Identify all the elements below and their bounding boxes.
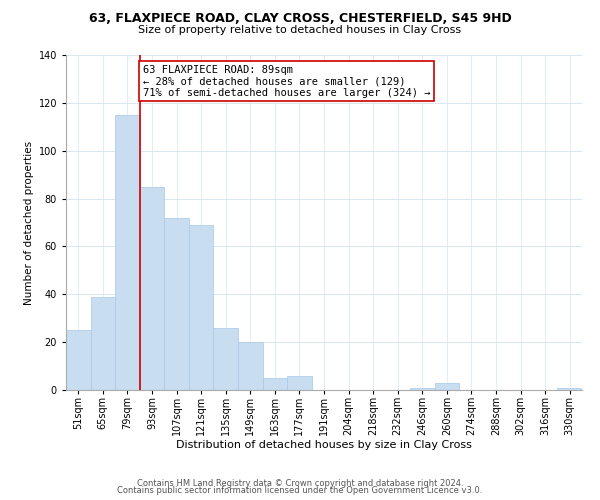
Bar — [238, 342, 263, 390]
Text: 63 FLAXPIECE ROAD: 89sqm
← 28% of detached houses are smaller (129)
71% of semi-: 63 FLAXPIECE ROAD: 89sqm ← 28% of detach… — [143, 64, 430, 98]
Bar — [263, 378, 287, 390]
Bar — [91, 296, 115, 390]
Y-axis label: Number of detached properties: Number of detached properties — [25, 140, 34, 304]
Bar — [410, 388, 434, 390]
Bar — [557, 388, 582, 390]
X-axis label: Distribution of detached houses by size in Clay Cross: Distribution of detached houses by size … — [176, 440, 472, 450]
Bar — [214, 328, 238, 390]
Bar — [115, 115, 140, 390]
Bar — [287, 376, 312, 390]
Bar — [164, 218, 189, 390]
Text: Contains HM Land Registry data © Crown copyright and database right 2024.: Contains HM Land Registry data © Crown c… — [137, 478, 463, 488]
Bar — [434, 383, 459, 390]
Text: Size of property relative to detached houses in Clay Cross: Size of property relative to detached ho… — [139, 25, 461, 35]
Bar — [66, 330, 91, 390]
Text: Contains public sector information licensed under the Open Government Licence v3: Contains public sector information licen… — [118, 486, 482, 495]
Text: 63, FLAXPIECE ROAD, CLAY CROSS, CHESTERFIELD, S45 9HD: 63, FLAXPIECE ROAD, CLAY CROSS, CHESTERF… — [89, 12, 511, 26]
Bar — [140, 186, 164, 390]
Bar — [189, 225, 214, 390]
